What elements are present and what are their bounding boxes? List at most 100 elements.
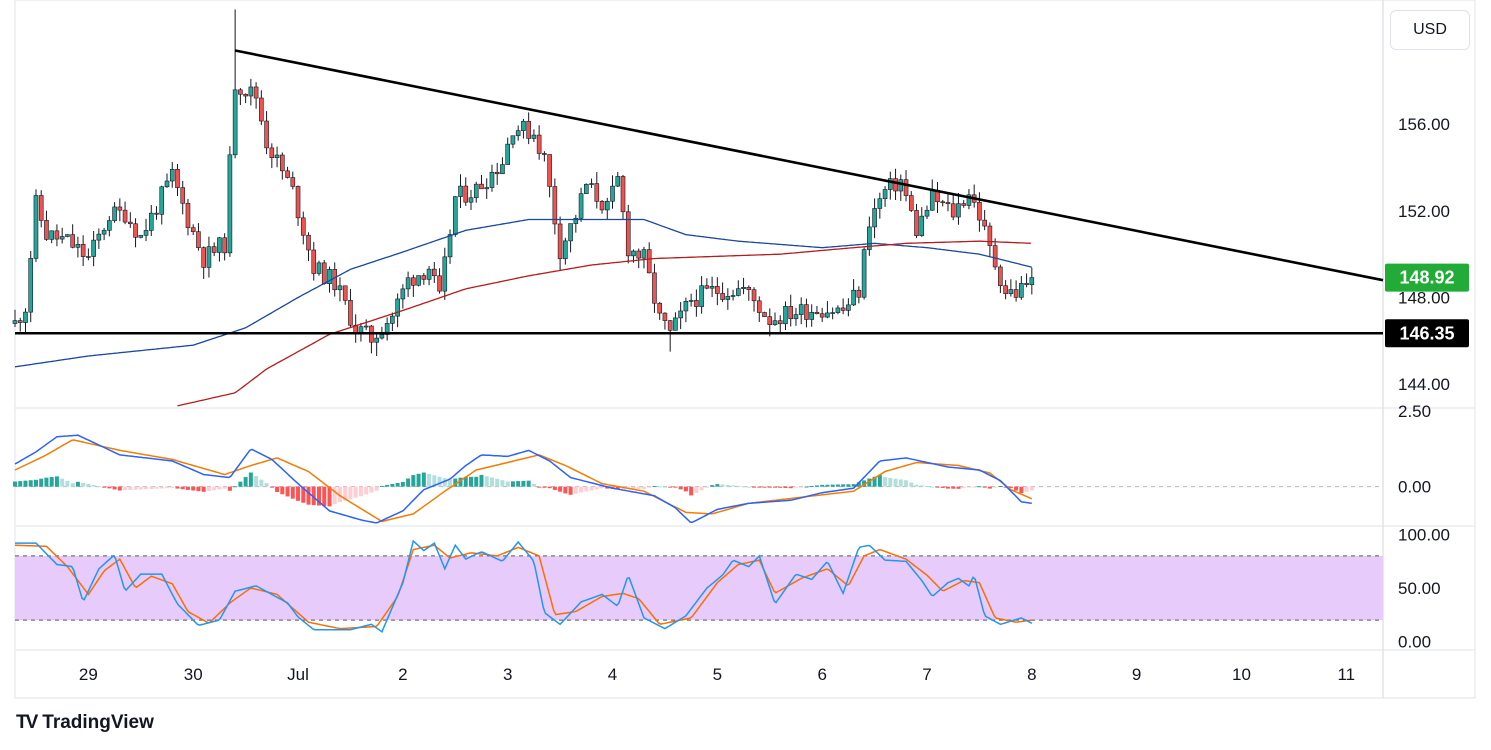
candle [1013, 289, 1019, 298]
macd-histogram-bar [264, 483, 269, 487]
candle [521, 120, 526, 131]
candle [190, 227, 196, 232]
candle [269, 147, 275, 158]
price-tick-label: 156.00 [1398, 115, 1450, 134]
macd-histogram-bar [510, 481, 515, 487]
candle [851, 289, 856, 306]
macd-histogram-bar [1008, 486, 1013, 488]
candle [148, 212, 154, 231]
macd-histogram-bar [909, 482, 914, 487]
macd-histogram-bar [149, 486, 154, 489]
macd-histogram-bar [825, 484, 830, 487]
macd-histogram-bar [1003, 486, 1008, 488]
candle [23, 311, 28, 323]
macd-histogram-bar [421, 472, 426, 487]
macd-histogram-bar [469, 476, 473, 487]
macd-histogram-bar [731, 485, 736, 487]
macd-histogram-bar [81, 482, 86, 487]
macd-histogram-bar [332, 486, 337, 505]
candle [316, 262, 322, 274]
candle [683, 301, 689, 312]
macd-histogram-bar [579, 486, 584, 493]
macd-histogram-bar [427, 473, 432, 487]
macd-histogram-bar [343, 486, 348, 501]
macd-histogram-bar [18, 481, 23, 487]
candle [390, 315, 395, 324]
macd-histogram-bar [636, 486, 641, 489]
support-level-badge[interactable] [1385, 319, 1469, 348]
candle [164, 180, 170, 188]
macd-histogram-bar [919, 485, 924, 487]
x-tick-label: 9 [1132, 665, 1141, 684]
candle [306, 234, 311, 251]
macd-histogram-bar [699, 486, 704, 491]
macd-histogram-bar [877, 474, 882, 487]
candle [28, 258, 34, 313]
candle [86, 256, 91, 258]
macd-histogram-bar [987, 486, 992, 489]
macd-histogram-bar [358, 486, 363, 497]
macd-histogram-bar [526, 480, 531, 487]
macd-histogram-bar [13, 481, 17, 487]
macd-histogram-bar [117, 486, 122, 491]
macd-histogram-bar [484, 476, 489, 487]
macd-histogram-bar [809, 485, 814, 487]
macd-histogram-bar [725, 484, 730, 487]
candle [746, 286, 752, 290]
candle [494, 171, 500, 175]
macd-histogram-bar [846, 484, 851, 487]
price-tick-label: 144.00 [1398, 375, 1450, 394]
descending-trendline[interactable] [234, 49, 1384, 282]
macd-histogram-bar [930, 486, 935, 488]
macd-histogram-bar [893, 478, 898, 487]
candle [91, 239, 96, 257]
last-price-badge[interactable] [1385, 263, 1469, 292]
candle [667, 320, 673, 331]
macd-histogram-bar [290, 486, 295, 499]
currency-selector[interactable]: USD [1390, 10, 1470, 50]
candle [1008, 289, 1014, 294]
candle [610, 185, 615, 202]
macd-histogram-bar [322, 486, 327, 506]
candle [584, 183, 589, 194]
candle [552, 186, 558, 225]
candle [1024, 283, 1029, 285]
macd-tick-label: 0.00 [1398, 478, 1431, 497]
candle [945, 202, 951, 205]
candle [374, 337, 379, 343]
candle [819, 313, 825, 318]
macd-histogram-bar [437, 476, 442, 487]
candle [411, 277, 416, 286]
x-tick-label: 10 [1232, 665, 1251, 684]
macd-histogram-bar [107, 486, 112, 489]
macd-histogram-bar [33, 479, 38, 487]
candle [400, 288, 406, 300]
macd-histogram-bar [165, 486, 169, 489]
macd-histogram-bar [762, 486, 767, 488]
macd-histogram-bar [442, 478, 447, 487]
macd-histogram-bar [783, 486, 788, 489]
macd-histogram-bar [96, 486, 101, 488]
tradingview-logo[interactable]: TV TradingView [16, 712, 154, 734]
x-tick-label: 2 [398, 665, 407, 684]
candle [311, 249, 317, 274]
macd-histogram-bar [972, 486, 977, 488]
macd-histogram-bar [537, 486, 542, 488]
candle [463, 185, 469, 203]
candle [17, 320, 23, 323]
candle [280, 154, 285, 172]
macd-histogram-bar [552, 486, 557, 490]
candle [688, 300, 694, 302]
macd-histogram-bar [982, 486, 987, 488]
candle [877, 198, 883, 209]
candle [211, 246, 217, 253]
macd-histogram-bar [353, 486, 358, 498]
macd-histogram-bar [180, 486, 185, 490]
macd-histogram-bar [641, 486, 646, 489]
candle [500, 164, 505, 175]
macd-tick-label: 2.50 [1398, 402, 1431, 421]
last-price-badge-label: 148.92 [1399, 268, 1454, 288]
macd-histogram-bar [977, 486, 982, 488]
macd-histogram-bar [862, 480, 867, 487]
macd-histogram-bar [584, 486, 589, 492]
